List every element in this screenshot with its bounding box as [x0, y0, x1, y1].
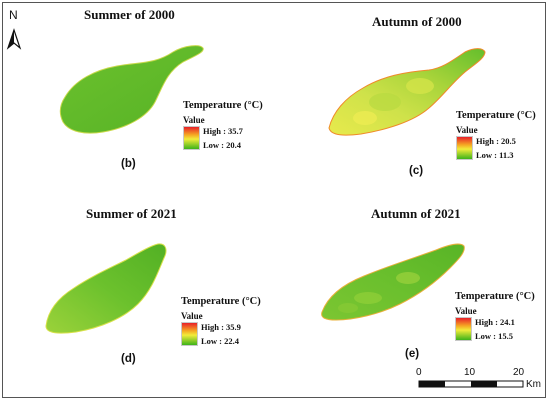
legend-low-label: Low : 20.4: [203, 140, 242, 150]
panel-title-autumn-2021: Autumn of 2021: [371, 206, 461, 221]
legend-title: Temperature (°C): [455, 291, 535, 302]
color-ramp: [456, 136, 473, 160]
color-ramp: [183, 126, 200, 150]
legend-value-label: Value: [181, 311, 203, 321]
north-arrow-label: N: [9, 8, 18, 22]
legend-value-label: Value: [456, 125, 478, 135]
legend-low-label: Low : 22.4: [201, 336, 240, 346]
panel-label-b: (b): [121, 158, 136, 170]
scale-tick-20: 20: [513, 367, 525, 378]
legend-title: Temperature (°C): [456, 110, 536, 121]
panel-label-d: (d): [121, 353, 136, 365]
color-ramp: [181, 322, 198, 346]
north-arrow-icon: [6, 28, 22, 50]
scale-tick-0: 0: [416, 367, 422, 378]
legend-value-label: Value: [183, 115, 205, 125]
scale-bar-graphic: [418, 380, 524, 388]
panel-label-c: (c): [409, 165, 424, 177]
legend-autumn-2000: Temperature (°C) Value High : 20.5 Low :…: [456, 110, 536, 160]
legend-high-label: High : 35.7: [203, 126, 243, 136]
island-map-summer-2021: [45, 243, 167, 334]
legend-autumn-2021: Temperature (°C) Value High : 24.1 Low :…: [455, 291, 535, 341]
panel-title-summer-2021: Summer of 2021: [86, 206, 177, 221]
legend-summer-2021: Temperature (°C) Value High : 35.9 Low :…: [181, 296, 261, 346]
island-map-summer-2000: [59, 45, 204, 134]
legend-low-label: Low : 11.3: [476, 150, 514, 160]
color-ramp: [455, 317, 472, 341]
scale-tick-10: 10: [464, 367, 476, 378]
legend-title: Temperature (°C): [181, 296, 261, 307]
legend-summer-2000: Temperature (°C) Value High : 35.7 Low :…: [183, 100, 263, 150]
panel-title-autumn-2000: Autumn of 2000: [372, 14, 462, 29]
island-map-autumn-2021: [321, 243, 465, 321]
panel-label-e: (e): [405, 348, 420, 360]
scale-unit: Km: [526, 379, 541, 390]
legend-low-label: Low : 15.5: [475, 331, 514, 341]
legend-high-label: High : 35.9: [201, 322, 241, 332]
legend-high-label: High : 24.1: [475, 317, 515, 327]
legend-high-label: High : 20.5: [476, 136, 516, 146]
panel-title-summer-2000: Summer of 2000: [84, 7, 175, 22]
island-map-autumn-2000: [328, 48, 486, 136]
legend-title: Temperature (°C): [183, 100, 263, 111]
legend-value-label: Value: [455, 306, 477, 316]
